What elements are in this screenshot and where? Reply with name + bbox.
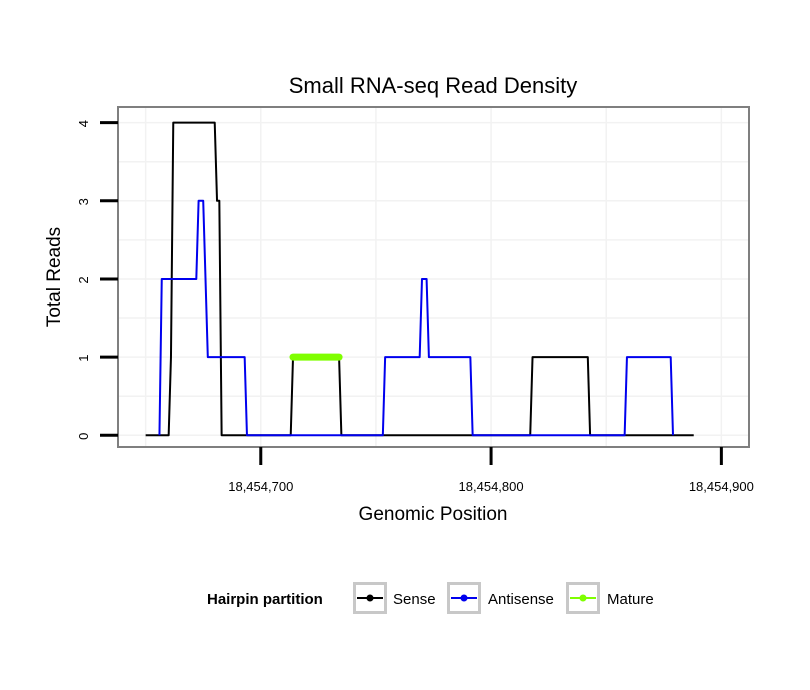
legend-label: Sense xyxy=(393,591,436,608)
legend: Hairpin partition Sense Antisense Mature xyxy=(207,582,654,614)
y-tick-label: 4 xyxy=(76,120,91,127)
series-line-antisense xyxy=(158,199,674,437)
legend-entry-antisense: Antisense xyxy=(447,582,554,614)
x-tick-label: 18,454,700 xyxy=(228,479,293,494)
plot-panel-border xyxy=(117,106,750,448)
legend-key-point xyxy=(366,594,374,602)
y-tick-label: 0 xyxy=(76,433,91,440)
grid-lines xyxy=(118,107,749,447)
legend-title: Hairpin partition xyxy=(207,591,323,608)
legend-key-point xyxy=(460,594,468,602)
legend-entries: Sense Antisense Mature xyxy=(353,582,654,614)
legend-label: Mature xyxy=(607,591,654,608)
y-axis-ticks: 0 1 2 3 4 xyxy=(76,120,118,440)
x-axis-ticks: 18,454,700 18,454,800 18,454,900 xyxy=(228,447,754,494)
y-tick-label: 1 xyxy=(76,354,91,361)
legend-entry-sense: Sense xyxy=(353,582,436,614)
legend-label: Antisense xyxy=(488,591,554,608)
y-axis-title: Total Reads xyxy=(44,227,65,327)
legend-key-point xyxy=(579,594,587,602)
chart-title: Small RNA-seq Read Density xyxy=(289,73,578,98)
legend-entry-mature: Mature xyxy=(566,582,654,614)
series-lines xyxy=(145,121,694,437)
x-tick-label: 18,454,800 xyxy=(459,479,524,494)
y-tick-label: 3 xyxy=(76,198,91,205)
x-axis-title: Genomic Position xyxy=(359,504,508,525)
x-tick-label: 18,454,900 xyxy=(689,479,754,494)
y-tick-label: 2 xyxy=(76,276,91,283)
